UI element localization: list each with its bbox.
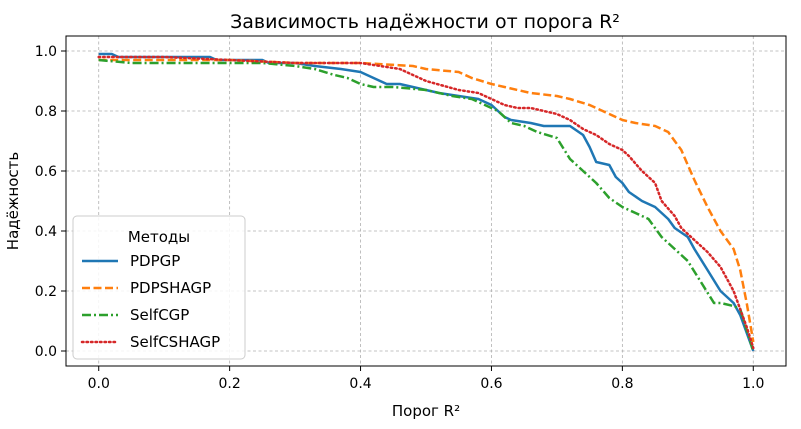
legend-label: SelfCSHAGP <box>130 333 220 351</box>
x-tick-label: 0.6 <box>480 376 502 392</box>
x-tick-label: 0.0 <box>88 376 110 392</box>
legend-box <box>72 215 246 360</box>
series-line-selfcshagp <box>97 55 755 350</box>
y-ticks: 0.0 0.2 0.4 0.6 0.8 1.0 <box>35 44 66 360</box>
y-tick-label: 0.8 <box>35 104 57 120</box>
x-tick-label: 0.4 <box>349 376 371 392</box>
x-tick-label: 0.8 <box>611 376 633 392</box>
y-tick-label: 0.4 <box>35 224 57 240</box>
y-tick-label: 0.0 <box>35 344 57 360</box>
legend-title: Методы <box>128 228 190 246</box>
y-tick-label: 0.2 <box>35 284 57 300</box>
x-tick-label: 0.2 <box>219 376 241 392</box>
y-tick-label: 1.0 <box>35 44 57 60</box>
legend-items: PDPGP PDPSHAGP SelfCGP SelfCSHAGP <box>80 252 220 351</box>
legend: Методы PDPGP PDPSHAGP SelfCGP SelfCSHAGP <box>72 215 246 360</box>
series-line-pdpshagp <box>98 58 755 343</box>
y-axis-label: Надёжность <box>4 152 22 250</box>
x-ticks: 0.0 0.2 0.4 0.6 0.8 1.0 <box>88 366 764 392</box>
y-tick-label: 0.6 <box>35 164 57 180</box>
legend-label: PDPSHAGP <box>130 279 211 297</box>
x-tick-label: 1.0 <box>742 376 764 392</box>
chart-title: Зависимость надёжности от порога R² <box>230 11 620 33</box>
series-group <box>97 52 755 352</box>
legend-label: SelfCGP <box>130 306 189 324</box>
series-line-selfcgp <box>98 58 755 352</box>
legend-label: PDPGP <box>130 252 180 270</box>
plot-frame <box>65 35 787 367</box>
x-axis-label: Порог R² <box>392 402 460 420</box>
grid <box>66 36 786 366</box>
